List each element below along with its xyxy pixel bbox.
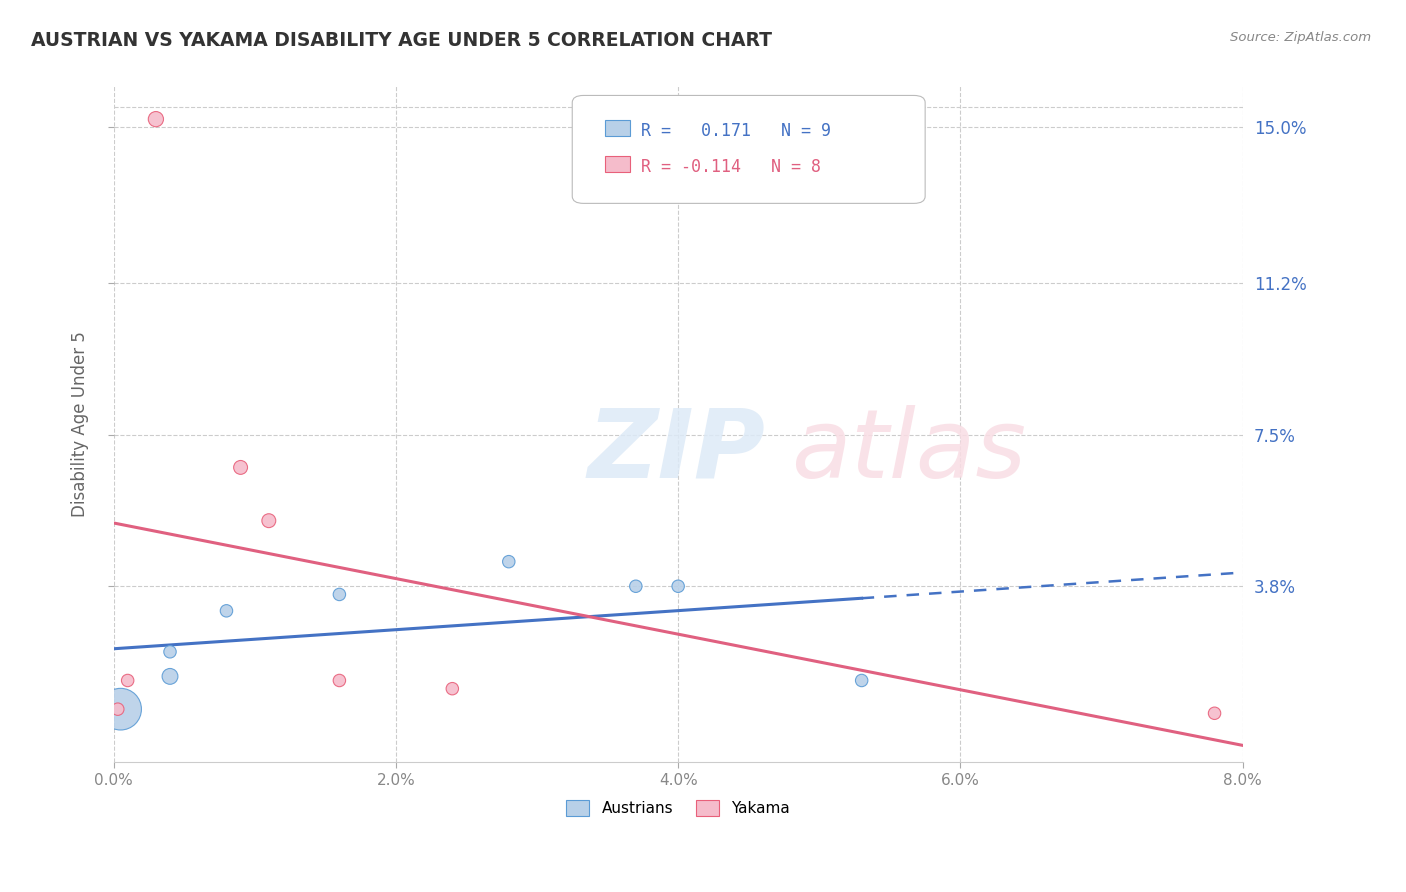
Point bbox=[229, 460, 252, 475]
Point bbox=[498, 555, 520, 569]
Point bbox=[159, 645, 181, 659]
Point bbox=[666, 579, 689, 593]
Point bbox=[145, 112, 167, 127]
Text: atlas: atlas bbox=[792, 405, 1026, 498]
Point bbox=[110, 702, 132, 716]
Point bbox=[215, 604, 238, 618]
Point bbox=[851, 673, 873, 688]
Point bbox=[441, 681, 464, 696]
Point bbox=[624, 579, 647, 593]
Point bbox=[117, 673, 139, 688]
Point bbox=[328, 673, 350, 688]
Text: R =   0.171   N = 9: R = 0.171 N = 9 bbox=[641, 122, 831, 140]
Text: R = -0.114   N = 8: R = -0.114 N = 8 bbox=[641, 158, 821, 176]
Point bbox=[159, 669, 181, 683]
Text: ZIP: ZIP bbox=[588, 405, 766, 498]
Point bbox=[107, 702, 129, 716]
Point bbox=[1204, 706, 1226, 721]
Text: Source: ZipAtlas.com: Source: ZipAtlas.com bbox=[1230, 31, 1371, 45]
Point bbox=[328, 587, 350, 601]
Text: AUSTRIAN VS YAKAMA DISABILITY AGE UNDER 5 CORRELATION CHART: AUSTRIAN VS YAKAMA DISABILITY AGE UNDER … bbox=[31, 31, 772, 50]
Point bbox=[257, 514, 280, 528]
Legend: Austrians, Yakama: Austrians, Yakama bbox=[560, 794, 796, 822]
Y-axis label: Disability Age Under 5: Disability Age Under 5 bbox=[72, 332, 89, 517]
